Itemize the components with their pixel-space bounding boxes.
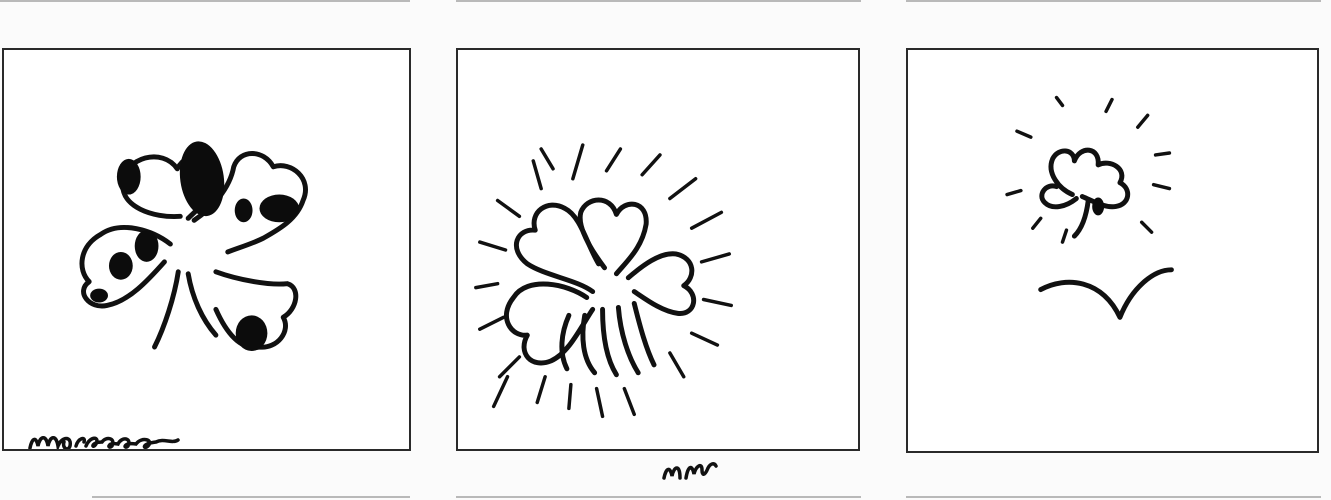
top-edge-line-right xyxy=(906,0,1321,2)
bottom-edge-line-middle xyxy=(456,496,861,498)
signature-moreco xyxy=(28,436,180,449)
bottom-edge-line-left xyxy=(92,496,410,498)
panel-3 xyxy=(906,48,1319,453)
top-edge-line-left xyxy=(0,0,410,2)
top-edge-line-middle xyxy=(456,0,861,2)
small-clover-over-hill xyxy=(1005,95,1174,320)
clover-drawing-radiating xyxy=(474,143,733,419)
bottom-edge-line-right xyxy=(906,496,1321,498)
clover-drawing xyxy=(79,141,308,351)
panel-1 xyxy=(2,48,411,451)
panel-2 xyxy=(456,48,860,451)
signature-nm xyxy=(662,462,718,480)
